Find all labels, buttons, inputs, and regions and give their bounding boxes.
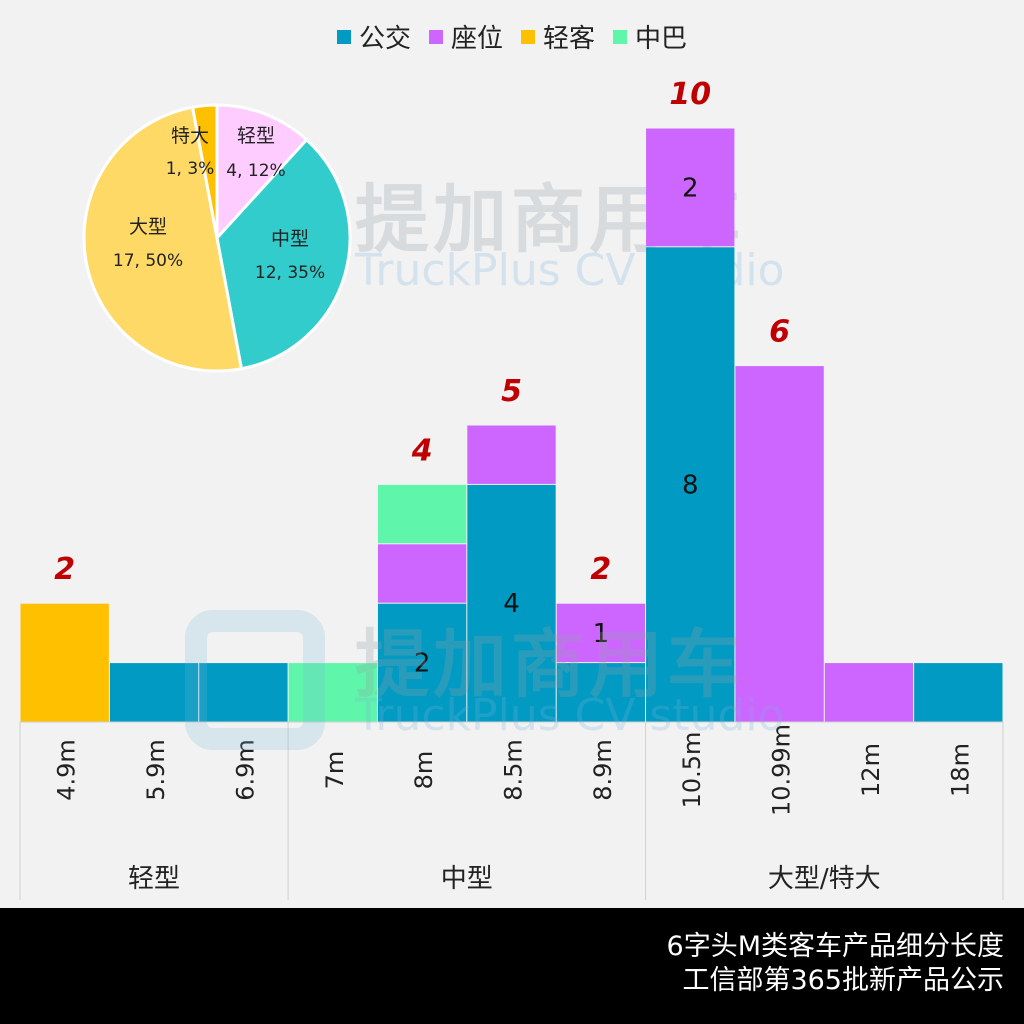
pie-slice-name: 轻型 xyxy=(237,125,275,147)
total-label: 4 xyxy=(411,433,433,468)
segment-label: 1 xyxy=(593,619,610,649)
total-label: 10 xyxy=(669,77,711,112)
x-tick-label: 12m xyxy=(857,743,885,797)
pie-slice xyxy=(215,103,309,242)
total-label: 2 xyxy=(590,552,611,587)
watermark-cn-bottom: 提加商用车 xyxy=(355,622,745,708)
bar-segment xyxy=(646,128,735,247)
group-label: 中型 xyxy=(441,864,493,894)
pie-slice xyxy=(82,105,244,373)
legend-label: 轻客 xyxy=(543,24,596,54)
pie-slice-value: 12, 35% xyxy=(255,263,325,283)
x-tick-label: 8.5m xyxy=(500,739,528,801)
footer-title: 6字头M类客车产品细分长度 xyxy=(666,931,1004,962)
total-label: 6 xyxy=(769,315,790,350)
pie-slice xyxy=(215,137,352,371)
bar-segment xyxy=(20,603,109,722)
legend-item-bus: 公交 xyxy=(336,18,411,55)
x-tick-label: 6.9m xyxy=(231,739,259,801)
pie-slice-name: 特大 xyxy=(171,125,209,147)
legend-swatch xyxy=(428,29,443,44)
bar-segment xyxy=(735,366,824,722)
group-label: 轻型 xyxy=(128,864,180,894)
legend-label: 中巴 xyxy=(635,24,688,54)
x-tick-label: 10.5m xyxy=(678,732,706,809)
legend-swatch xyxy=(336,29,351,44)
bar-segment xyxy=(556,603,646,663)
total-label: 2 xyxy=(54,552,75,587)
stacked-bar-chart: 4.9m 5.9m 6.9m 7m 8m 8.5m 8.9m 10.5m 10.99m 12m 18… xyxy=(19,77,1004,900)
legend-item-seat: 座位 xyxy=(428,18,503,55)
x-tick-label: 7m xyxy=(321,751,349,790)
x-tick-label: 18m xyxy=(946,743,974,797)
bar-segment xyxy=(377,484,467,544)
segment-label: 2 xyxy=(682,173,699,203)
pie-slice-value: 17, 50% xyxy=(113,251,183,271)
chart-legend: 公交 座位 轻客 中巴 xyxy=(0,18,1024,55)
legend-item-light-bus: 轻客 xyxy=(521,18,595,55)
bar-segment xyxy=(556,663,646,722)
bar-segment xyxy=(646,247,735,722)
x-tick-label: 8m xyxy=(410,751,438,790)
x-tick-label: 4.9m xyxy=(53,739,81,801)
footer-caption: 6字头M类客车产品细分长度 工信部第365批新产品公示 xyxy=(0,908,1024,1024)
bar-segment xyxy=(377,603,467,722)
legend-swatch xyxy=(613,29,628,44)
x-tick-label: 8.9m xyxy=(589,739,617,801)
pie-slice xyxy=(190,103,219,239)
bar-segment xyxy=(377,544,467,603)
total-label: 5 xyxy=(501,374,522,409)
bar-segment xyxy=(824,663,914,722)
bar-segment xyxy=(109,663,199,722)
bar-segment xyxy=(914,663,1003,722)
watermark-en-bottom: TruckPlus CV studio xyxy=(355,690,785,741)
pie-slice-name: 中型 xyxy=(271,228,309,250)
legend-label: 座位 xyxy=(450,24,503,54)
segment-label: 4 xyxy=(503,589,520,619)
footer-subtitle: 工信部第365批新产品公示 xyxy=(682,965,1004,996)
x-tick-label: 10.99m xyxy=(768,724,796,816)
segment-label: 8 xyxy=(682,470,699,500)
pie-slice-value: 4, 12% xyxy=(226,161,285,181)
group-label: 大型/特大 xyxy=(768,864,881,894)
bar-segment xyxy=(467,425,556,484)
watermark-logo-bottom xyxy=(185,610,325,750)
legend-swatch xyxy=(521,29,535,44)
bar-segment xyxy=(288,663,377,722)
pie-slice-value: 1, 3% xyxy=(166,159,215,179)
x-tick-label: 5.9m xyxy=(142,739,170,801)
legend-item-midibus: 中巴 xyxy=(613,18,687,55)
bar-segment xyxy=(467,484,556,722)
segment-label: 2 xyxy=(414,649,431,679)
pie-slice-name: 大型 xyxy=(129,216,167,238)
legend-label: 公交 xyxy=(358,24,411,54)
bar-segment xyxy=(199,663,288,722)
